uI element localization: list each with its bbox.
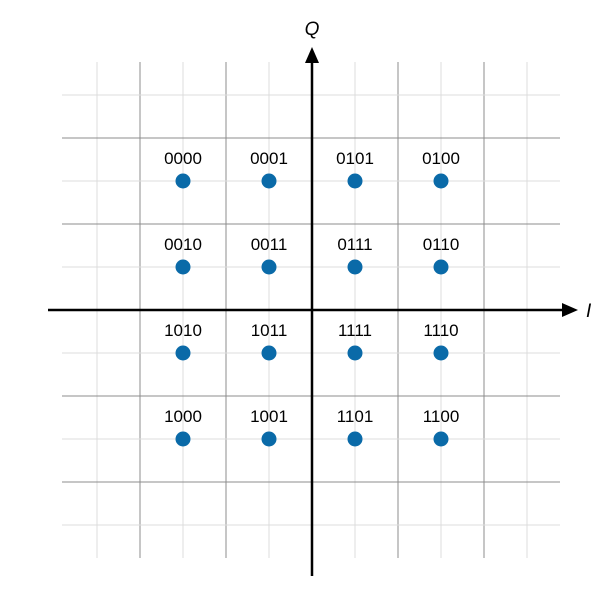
point-label: 0000 (164, 149, 202, 168)
i-axis-arrowhead (562, 303, 578, 317)
constellation-point (261, 259, 277, 275)
point-label: 0011 (251, 235, 288, 254)
point-label: 0100 (422, 149, 460, 168)
point-label: 1011 (251, 321, 288, 340)
constellation-point (433, 259, 449, 275)
constellation-point (175, 431, 191, 447)
point-label: 1100 (423, 407, 460, 426)
constellation-point (175, 259, 191, 275)
point-label: 1111 (338, 321, 372, 340)
constellation-point (261, 345, 277, 361)
constellation-point (175, 345, 191, 361)
q-axis-label: Q (305, 19, 320, 40)
point-label: 0101 (336, 149, 374, 168)
constellation-point (175, 173, 191, 189)
constellation-point (261, 173, 277, 189)
point-label: 1010 (164, 321, 202, 340)
q-axis-arrowhead (305, 47, 319, 63)
point-label: 0111 (337, 235, 372, 254)
point-label: 0110 (423, 235, 460, 254)
constellation-point (433, 431, 449, 447)
i-axis-label: I (586, 301, 592, 322)
point-label: 1110 (423, 321, 458, 340)
constellation-point (347, 345, 363, 361)
axes: I Q (48, 19, 592, 576)
constellation-points: 0000 0001 0101 0100 0010 0011 0111 0110 1010 1011… (164, 149, 460, 447)
constellation-point (347, 431, 363, 447)
constellation-point (433, 173, 449, 189)
constellation-point (261, 431, 277, 447)
constellation-point (347, 173, 363, 189)
constellation-point (433, 345, 449, 361)
point-label: 1001 (250, 407, 288, 426)
constellation-point (347, 259, 363, 275)
point-label: 0010 (164, 235, 202, 254)
point-label: 0001 (250, 149, 288, 168)
point-label: 1000 (164, 407, 202, 426)
point-label: 1101 (337, 407, 374, 426)
